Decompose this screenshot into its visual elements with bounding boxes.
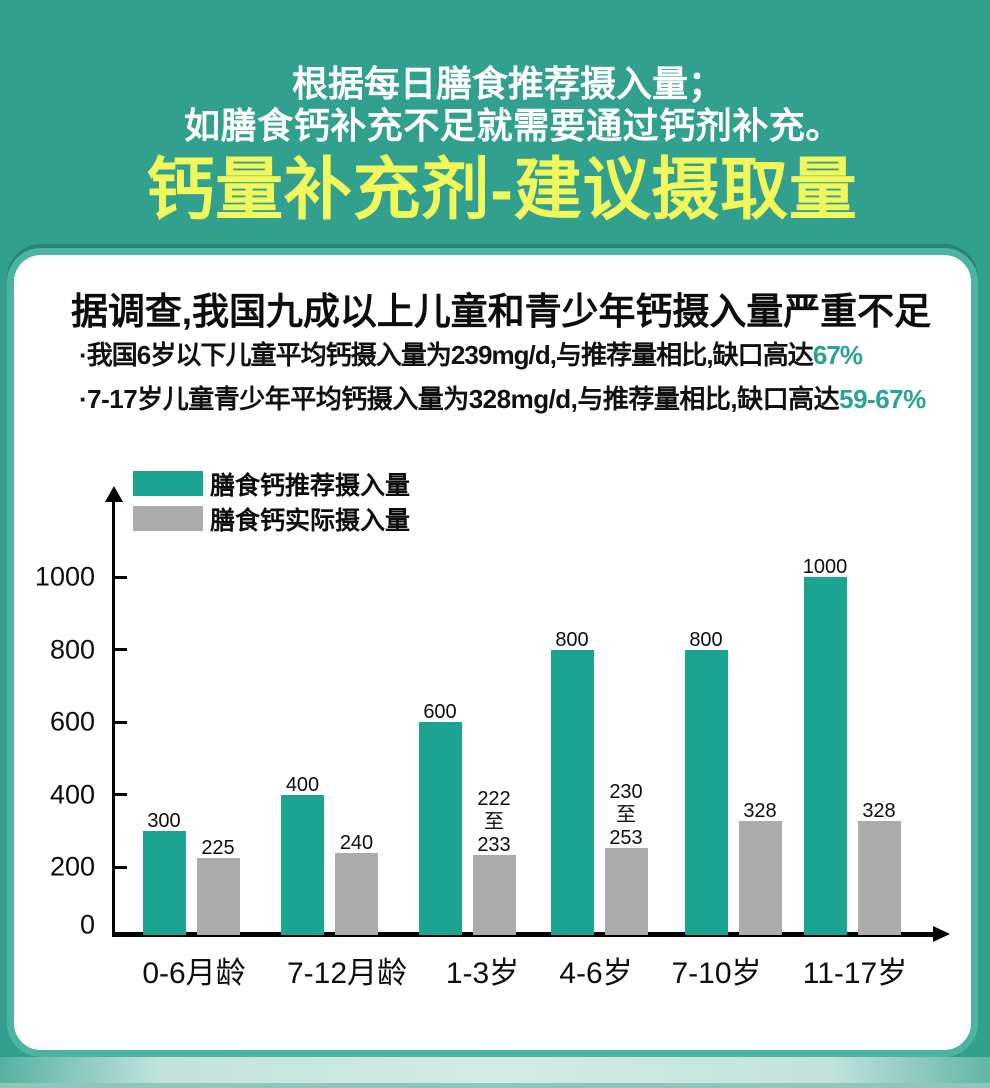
bullet-7-17-text: ·7-17岁儿童青少年平均钙摄入量为328mg/d,与推荐量相比,缺口高达 (79, 384, 840, 414)
card-heading: 据调查,我国九成以上儿童和青少年钙摄入量严重不足 (70, 291, 932, 332)
bullet-under-6-highlight: 67% (812, 340, 863, 370)
header-subtitle-line1: 根据每日膳食推荐摄入量； (291, 63, 724, 104)
bullet-under-6-text: ·我国6岁以下儿童平均钙摄入量为239mg/d,与推荐量相比,缺口高达 (79, 340, 814, 370)
bullet-7-17-highlight: 59-67% (839, 384, 926, 414)
bullet-7-17: ·7-17岁儿童青少年平均钙摄入量为328mg/d,与推荐量相比,缺口高达59-… (79, 379, 979, 416)
bottom-gradient-band (0, 1057, 990, 1083)
bottom-strip (0, 1083, 990, 1088)
page-title: 钙量补充剂-建议摄取量 (146, 152, 858, 228)
bullet-under-6: ·我国6岁以下儿童平均钙摄入量为239mg/d,与推荐量相比,缺口高达67% (79, 335, 979, 372)
header-subtitle-line2: 如膳食钙补充不足就需要通过钙剂补充。 (184, 105, 842, 146)
